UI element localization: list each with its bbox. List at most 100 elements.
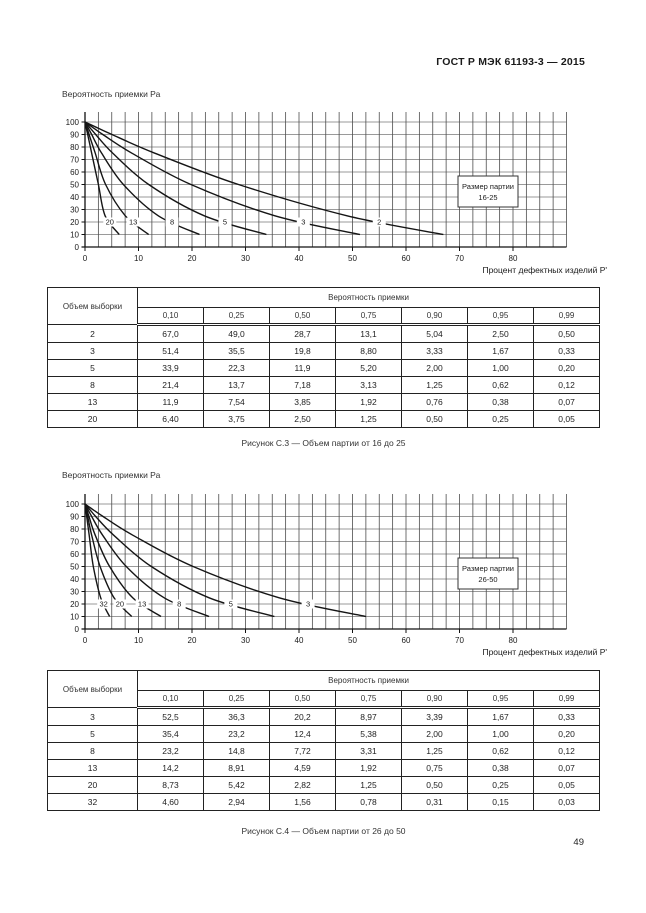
percent-defective-cell: 4,59 bbox=[269, 759, 336, 777]
corner-header: Объем выборки bbox=[47, 287, 138, 325]
percent-defective-cell: 0,03 bbox=[532, 793, 601, 811]
percent-defective-cell: 0,62 bbox=[467, 376, 534, 394]
sample-size-cell: 8 bbox=[47, 742, 138, 760]
table-row: 5 35,4 23,2 12,4 5,38 2,00 1,00 0,20 bbox=[47, 725, 601, 743]
percent-defective-cell: 0,05 bbox=[532, 410, 601, 428]
sample-size-cell: 8 bbox=[47, 376, 138, 394]
percent-defective-cell: 0,33 bbox=[532, 707, 601, 726]
x-axis-label: Процент дефектных изделий Р' bbox=[482, 265, 607, 275]
percent-defective-cell: 2,82 bbox=[269, 776, 336, 794]
pa-column-header: 0,99 bbox=[532, 307, 601, 326]
y-tick-label: 20 bbox=[70, 218, 79, 227]
percent-defective-cell: 21,4 bbox=[137, 376, 204, 394]
percent-defective-cell: 1,25 bbox=[401, 742, 468, 760]
curve-label: 32 bbox=[100, 600, 108, 609]
percent-defective-cell: 3,33 bbox=[401, 342, 468, 360]
percent-defective-cell: 8,97 bbox=[335, 707, 402, 726]
x-tick-label: 80 bbox=[509, 254, 518, 263]
pa-column-header: 0,50 bbox=[269, 690, 336, 709]
percent-defective-cell: 13,1 bbox=[335, 324, 402, 343]
percent-defective-cell: 20,2 bbox=[269, 707, 336, 726]
sample-size-cell: 3 bbox=[47, 707, 138, 726]
percent-defective-cell: 12,4 bbox=[269, 725, 336, 743]
percent-defective-cell: 67,0 bbox=[137, 324, 204, 343]
percent-defective-cell: 0,07 bbox=[532, 393, 601, 411]
percent-defective-cell: 7,72 bbox=[269, 742, 336, 760]
curve-label-bg bbox=[224, 599, 238, 609]
x-tick-label: 30 bbox=[241, 254, 250, 263]
percent-defective-cell: 3,75 bbox=[203, 410, 270, 428]
curve-label-bg bbox=[165, 217, 179, 227]
curve-label: 8 bbox=[177, 600, 181, 609]
percent-defective-cell: 0,05 bbox=[532, 776, 601, 794]
pa-column-header: 0,90 bbox=[401, 690, 468, 709]
percent-defective-cell: 11,9 bbox=[137, 393, 204, 411]
x-tick-label: 20 bbox=[188, 254, 197, 263]
percent-defective-cell: 0,20 bbox=[532, 359, 601, 377]
lot-size-box bbox=[457, 557, 519, 590]
percent-defective-cell: 3,39 bbox=[401, 707, 468, 726]
percent-defective-cell: 1,92 bbox=[335, 759, 402, 777]
percent-defective-cell: 23,2 bbox=[203, 725, 270, 743]
table-row: 5 33,9 22,3 11,9 5,20 2,00 1,00 0,20 bbox=[47, 359, 601, 377]
x-tick-label: 70 bbox=[455, 254, 464, 263]
percent-defective-cell: 0,75 bbox=[401, 759, 468, 777]
percent-defective-cell: 0,62 bbox=[467, 742, 534, 760]
oc-curve-n2 bbox=[84, 121, 444, 236]
table-row: 3 52,5 36,3 20,2 8,97 3,39 1,67 0,33 bbox=[47, 707, 601, 726]
y-tick-label: 60 bbox=[70, 168, 79, 177]
percent-defective-cell: 51,4 bbox=[137, 342, 204, 360]
percent-defective-cell: 36,3 bbox=[203, 707, 270, 726]
sample-size-cell: 20 bbox=[47, 410, 138, 428]
table-row: 8 23,2 14,8 7,72 3,31 1,25 0,62 0,12 bbox=[47, 742, 601, 760]
pa-column-header: 0,50 bbox=[269, 307, 336, 326]
y-tick-label: 40 bbox=[70, 575, 79, 584]
percent-defective-cell: 3,31 bbox=[335, 742, 402, 760]
pa-column-header: 0,25 bbox=[203, 690, 270, 709]
x-axis-label: Процент дефектных изделий Р' bbox=[482, 647, 607, 657]
sample-size-cell: 3 bbox=[47, 342, 138, 360]
chart1-y-axis-title: Вероятность приемки Ра bbox=[62, 89, 161, 99]
curve-label: 13 bbox=[138, 600, 146, 609]
sample-size-cell: 5 bbox=[47, 725, 138, 743]
y-tick-label: 50 bbox=[70, 180, 79, 189]
table-row: 13 14,2 8,91 4,59 1,92 0,75 0,38 0,07 bbox=[47, 759, 601, 777]
sample-size-cell: 13 bbox=[47, 393, 138, 411]
sample-size-table-c4: Объем выборки Вероятность приемки 0,10 0,25… bbox=[47, 670, 601, 811]
percent-defective-cell: 0,33 bbox=[532, 342, 601, 360]
curve-label-bg bbox=[97, 599, 111, 609]
table-row: 3 51,4 35,5 19,8 8,80 3,33 1,67 0,33 bbox=[47, 342, 601, 360]
percent-defective-cell: 28,7 bbox=[269, 324, 336, 343]
percent-defective-cell: 2,50 bbox=[269, 410, 336, 428]
sample-size-cell: 20 bbox=[47, 776, 138, 794]
oc-chart-figure-c3: 0 10 20 30 40 50 60 70 80 90 100 0 10 20 30 40 50 60 70 80 2… bbox=[66, 112, 607, 275]
percent-defective-cell: 1,25 bbox=[335, 410, 402, 428]
curve-label: 20 bbox=[106, 218, 114, 227]
curve-label: 3 bbox=[301, 218, 305, 227]
curve-label-bg bbox=[113, 599, 127, 609]
percent-defective-cell: 35,4 bbox=[137, 725, 204, 743]
percent-defective-cell: 14,8 bbox=[203, 742, 270, 760]
percent-defective-cell: 5,04 bbox=[401, 324, 468, 343]
x-tick-label: 70 bbox=[455, 636, 464, 645]
percent-defective-cell: 1,92 bbox=[335, 393, 402, 411]
percent-defective-cell: 8,73 bbox=[137, 776, 204, 794]
percent-defective-cell: 0,38 bbox=[467, 759, 534, 777]
percent-defective-cell: 0,50 bbox=[401, 410, 468, 428]
pa-column-header: 0,95 bbox=[467, 690, 534, 709]
curve-label: 5 bbox=[223, 218, 227, 227]
percent-defective-cell: 52,5 bbox=[137, 707, 204, 726]
percent-defective-cell: 0,78 bbox=[335, 793, 402, 811]
percent-defective-cell: 6,40 bbox=[137, 410, 204, 428]
percent-defective-cell: 0,50 bbox=[532, 324, 601, 343]
percent-defective-cell: 5,42 bbox=[203, 776, 270, 794]
sample-size-table-c3: Объем выборки Вероятность приемки 0,10 0,25… bbox=[47, 287, 601, 428]
percent-defective-cell: 1,56 bbox=[269, 793, 336, 811]
x-tick-label: 40 bbox=[295, 636, 304, 645]
x-tick-label: 0 bbox=[83, 636, 88, 645]
curve-label-bg bbox=[135, 599, 149, 609]
y-tick-label: 10 bbox=[70, 230, 79, 239]
x-tick-label: 0 bbox=[83, 254, 88, 263]
table-row: 20 6,40 3,75 2,50 1,25 0,50 0,25 0,05 bbox=[47, 410, 601, 428]
